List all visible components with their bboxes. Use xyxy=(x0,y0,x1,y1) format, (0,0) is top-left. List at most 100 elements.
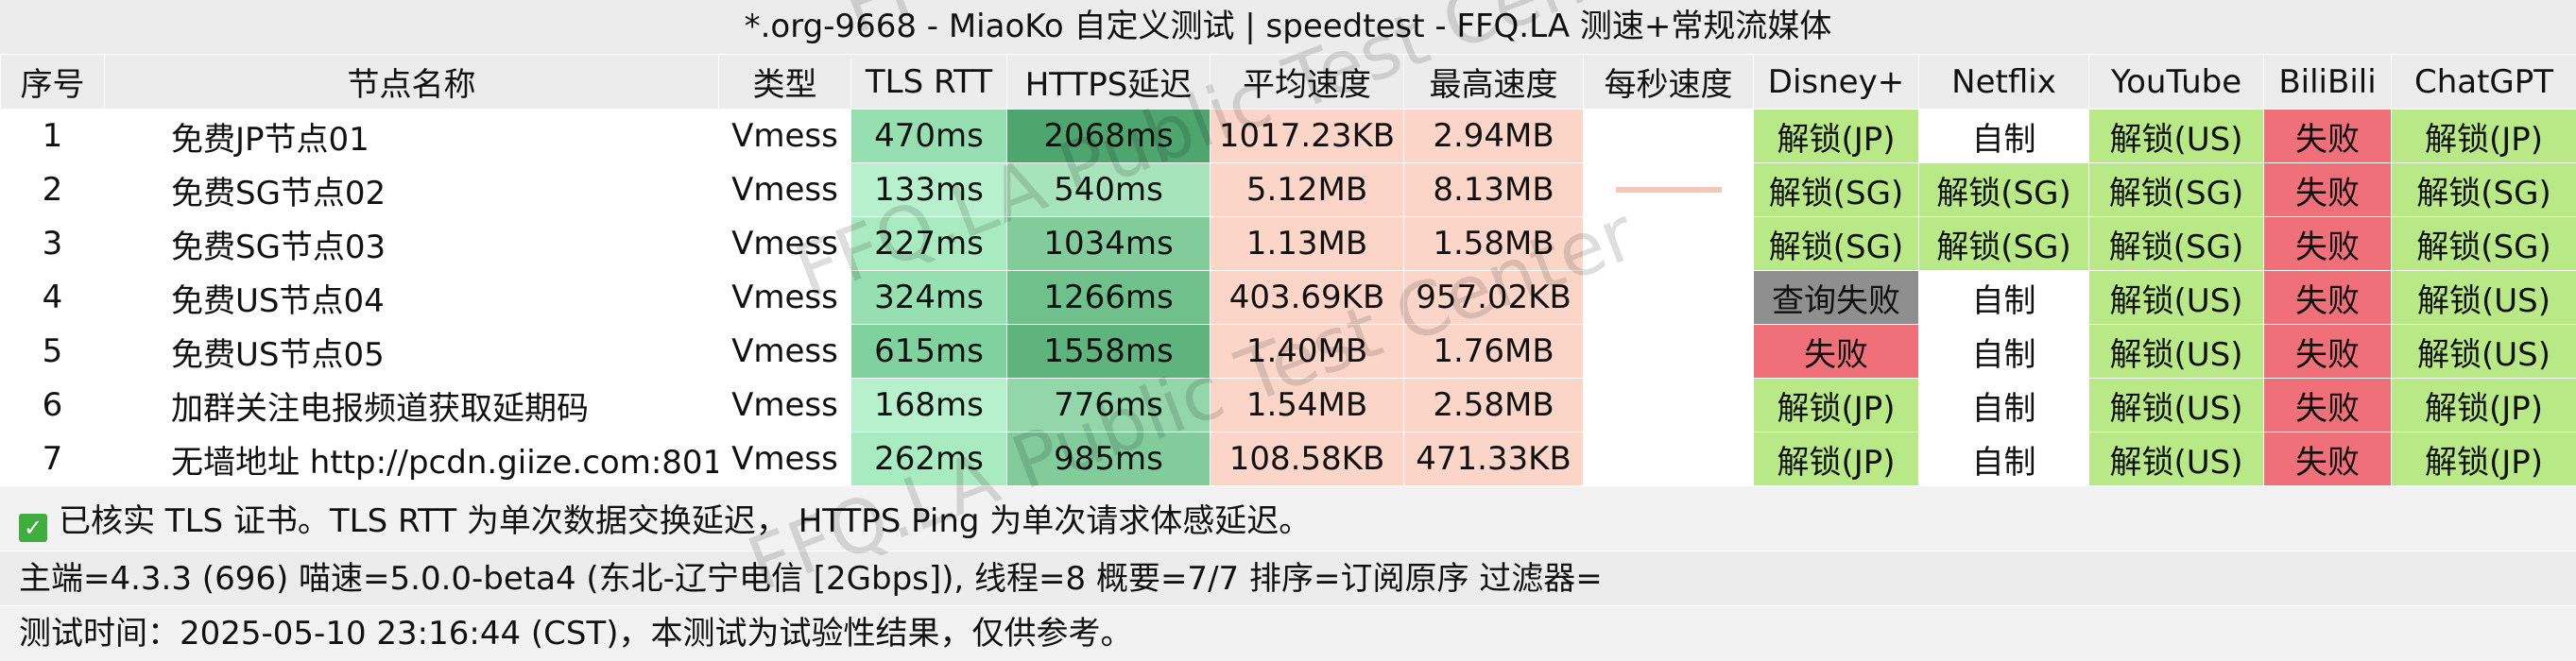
tls-verified-note: ✓已核实 TLS 证书。TLS RTT 为单次数据交换延迟， HTTPS Pin… xyxy=(0,494,2576,549)
per-second-speed-cell xyxy=(1584,217,1754,271)
row-index-cell: 2 xyxy=(1,163,105,217)
youtube-status-cell: 解锁(US) xyxy=(2089,379,2264,432)
col-node-name-header[interactable]: 节点名称 xyxy=(105,55,719,110)
avg-speed-cell: 108.58KB xyxy=(1211,432,1404,486)
max-speed-cell: 1.76MB xyxy=(1404,325,1584,379)
results-table: 序号 节点名称 类型 TLS RTT HTTPS延迟 平均速度 最高速度 每秒速… xyxy=(0,54,2576,486)
netflix-status-cell: 解锁(SG) xyxy=(1919,163,2089,217)
https-latency-cell: 540ms xyxy=(1007,163,1211,217)
node-name-cell: 免费SG节点03 xyxy=(105,217,719,271)
per-second-speed-cell xyxy=(1584,110,1754,163)
chatgpt-status-cell: 解锁(SG) xyxy=(2392,163,2576,217)
col-youtube-header[interactable]: YouTube xyxy=(2089,55,2264,110)
chatgpt-status-cell: 解锁(US) xyxy=(2392,271,2576,325)
col-chatgpt-header[interactable]: ChatGPT xyxy=(2392,55,2576,110)
bilibili-status-cell: 失败 xyxy=(2264,110,2392,163)
tls-rtt-cell: 133ms xyxy=(851,163,1007,217)
disney-status-cell: 查询失败 xyxy=(1754,271,1919,325)
chatgpt-status-cell: 解锁(JP) xyxy=(2392,110,2576,163)
per-second-speed-bar xyxy=(1616,187,1722,193)
netflix-status-cell: 解锁(SG) xyxy=(1919,217,2089,271)
youtube-status-cell: 解锁(US) xyxy=(2089,325,2264,379)
col-tls-rtt-header[interactable]: TLS RTT xyxy=(851,55,1007,110)
tls-rtt-cell: 470ms xyxy=(851,110,1007,163)
col-max-speed-header[interactable]: 最高速度 xyxy=(1404,55,1584,110)
disney-status-cell: 解锁(SG) xyxy=(1754,217,1919,271)
disney-status-cell: 失败 xyxy=(1754,325,1919,379)
avg-speed-cell: 1.40MB xyxy=(1211,325,1404,379)
youtube-status-cell: 解锁(SG) xyxy=(2089,217,2264,271)
col-https-latency-header[interactable]: HTTPS延迟 xyxy=(1007,55,1211,110)
max-speed-cell: 2.58MB xyxy=(1404,379,1584,432)
tls-rtt-cell: 324ms xyxy=(851,271,1007,325)
per-second-speed-cell xyxy=(1584,432,1754,486)
avg-speed-cell: 403.69KB xyxy=(1211,271,1404,325)
per-second-speed-cell xyxy=(1584,379,1754,432)
per-second-speed-cell xyxy=(1584,271,1754,325)
https-latency-cell: 1266ms xyxy=(1007,271,1211,325)
node-name-cell: 加群关注电报频道获取延期码 xyxy=(105,379,719,432)
col-disney-header[interactable]: Disney+ xyxy=(1754,55,1919,110)
node-name-cell: 免费US节点05 xyxy=(105,325,719,379)
chatgpt-status-cell: 解锁(SG) xyxy=(2392,217,2576,271)
bilibili-status-cell: 失败 xyxy=(2264,271,2392,325)
bilibili-status-cell: 失败 xyxy=(2264,379,2392,432)
https-latency-cell: 2068ms xyxy=(1007,110,1211,163)
node-type-cell: Vmess xyxy=(719,110,851,163)
https-latency-cell: 1558ms xyxy=(1007,325,1211,379)
youtube-status-cell: 解锁(US) xyxy=(2089,110,2264,163)
disney-status-cell: 解锁(JP) xyxy=(1754,379,1919,432)
node-name-cell: 免费SG节点02 xyxy=(105,163,719,217)
disney-status-cell: 解锁(SG) xyxy=(1754,163,1919,217)
chatgpt-status-cell: 解锁(US) xyxy=(2392,325,2576,379)
bilibili-status-cell: 失败 xyxy=(2264,432,2392,486)
max-speed-cell: 1.58MB xyxy=(1404,217,1584,271)
node-type-cell: Vmess xyxy=(719,271,851,325)
avg-speed-cell: 1017.23KB xyxy=(1211,110,1404,163)
node-type-cell: Vmess xyxy=(719,325,851,379)
netflix-status-cell: 自制 xyxy=(1919,432,2089,486)
node-name-cell: 免费JP节点01 xyxy=(105,110,719,163)
youtube-status-cell: 解锁(US) xyxy=(2089,432,2264,486)
https-latency-cell: 1034ms xyxy=(1007,217,1211,271)
row-index-cell: 5 xyxy=(1,325,105,379)
col-type-header[interactable]: 类型 xyxy=(719,55,851,110)
row-index-cell: 3 xyxy=(1,217,105,271)
node-name-cell: 无墙地址 http://pcdn.giize.com:8011/ xyxy=(105,432,719,486)
col-index-header[interactable]: 序号 xyxy=(1,55,105,110)
col-per-second-speed-header[interactable]: 每秒速度 xyxy=(1584,55,1754,110)
https-latency-cell: 985ms xyxy=(1007,432,1211,486)
max-speed-cell: 8.13MB xyxy=(1404,163,1584,217)
netflix-status-cell: 自制 xyxy=(1919,271,2089,325)
max-speed-cell: 957.02KB xyxy=(1404,271,1584,325)
col-bilibili-header[interactable]: BiliBili xyxy=(2264,55,2392,110)
chatgpt-status-cell: 解锁(JP) xyxy=(2392,432,2576,486)
bilibili-status-cell: 失败 xyxy=(2264,163,2392,217)
col-netflix-header[interactable]: Netflix xyxy=(1919,55,2089,110)
row-index-cell: 7 xyxy=(1,432,105,486)
per-second-speed-cell xyxy=(1584,325,1754,379)
tls-rtt-cell: 168ms xyxy=(851,379,1007,432)
bilibili-status-cell: 失败 xyxy=(2264,325,2392,379)
avg-speed-cell: 1.54MB xyxy=(1211,379,1404,432)
row-index-cell: 4 xyxy=(1,271,105,325)
youtube-status-cell: 解锁(SG) xyxy=(2089,163,2264,217)
netflix-status-cell: 自制 xyxy=(1919,325,2089,379)
tls-rtt-cell: 262ms xyxy=(851,432,1007,486)
tls-rtt-cell: 227ms xyxy=(851,217,1007,271)
chatgpt-status-cell: 解锁(JP) xyxy=(2392,379,2576,432)
per-second-speed-cell xyxy=(1584,163,1754,217)
disney-status-cell: 解锁(JP) xyxy=(1754,110,1919,163)
col-avg-speed-header[interactable]: 平均速度 xyxy=(1211,55,1404,110)
netflix-status-cell: 自制 xyxy=(1919,110,2089,163)
node-type-cell: Vmess xyxy=(719,432,851,486)
avg-speed-cell: 1.13MB xyxy=(1211,217,1404,271)
checkbox-checked-icon: ✓ xyxy=(19,514,47,542)
